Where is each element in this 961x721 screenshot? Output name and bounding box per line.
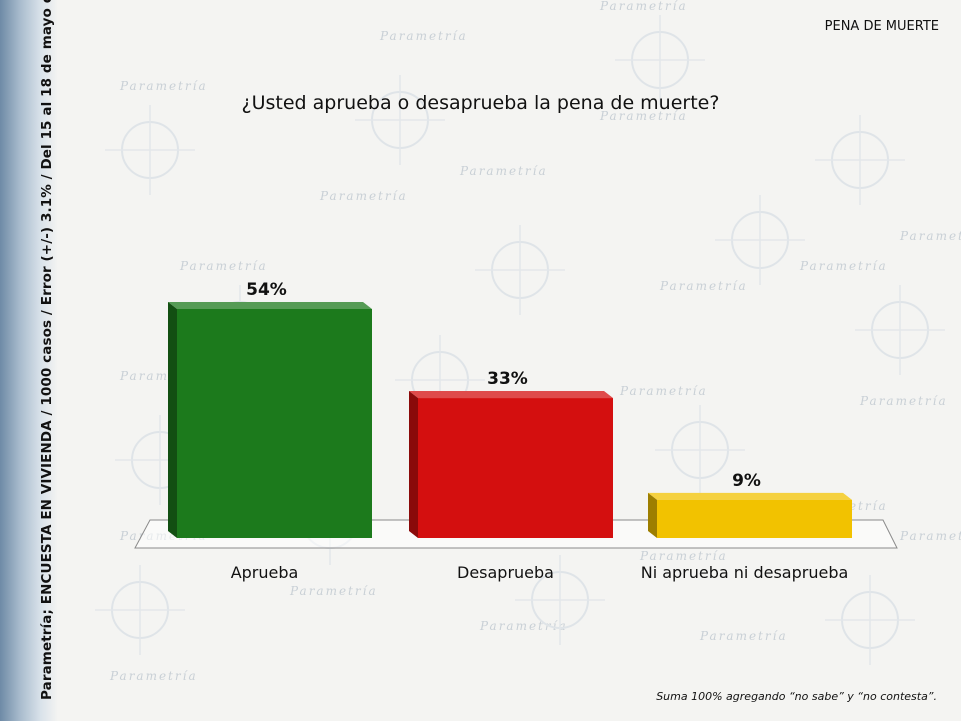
data-label: 9% [732,471,761,491]
bar-desaprueba [418,398,613,538]
bar-ni-aprueba-ni-desaprueba [657,499,852,538]
watermark-text: Parametría [459,164,548,178]
data-label: 54% [246,280,287,300]
watermark-text: Parametría [599,0,688,13]
watermark-text: Parametría [289,584,378,598]
category-label: Ni aprueba ni desaprueba [641,563,849,582]
watermark-text: Parametría [659,279,748,293]
watermark-text: Parametría [639,549,728,563]
watermark-text: Parametría [379,29,468,43]
watermark-text: Parametría [899,529,961,543]
section-title: PENA DE MUERTE [824,19,939,34]
side-decorative-strip [0,0,58,721]
bar-top [648,492,852,500]
watermark-text: Parametría [179,259,268,273]
watermark-text: Parametría [599,109,688,123]
bar-side [648,492,657,538]
watermark-text: Parametría [699,629,788,643]
footnote: Suma 100% agregando “no sabe” y “no cont… [656,690,937,703]
category-label: Aprueba [231,563,299,582]
data-label: 33% [487,369,528,389]
watermark-text: Parametría [119,79,208,93]
watermark-text: Parametría [899,229,961,243]
watermark-text: Parametría [109,669,198,683]
watermark-text: Parametría [319,189,408,203]
watermark-text: Parametría [859,394,948,408]
watermark-text: Parametría [619,384,708,398]
bar-side [168,302,177,538]
bar-top [168,302,372,309]
category-label: Desaprueba [457,563,554,582]
bar-aprueba [177,309,372,538]
watermark-text: Parametría [799,259,888,273]
chart-title: ¿Usted aprueba o desaprueba la pena de m… [241,92,720,114]
bar-side [409,391,418,538]
bar-top [409,391,613,399]
